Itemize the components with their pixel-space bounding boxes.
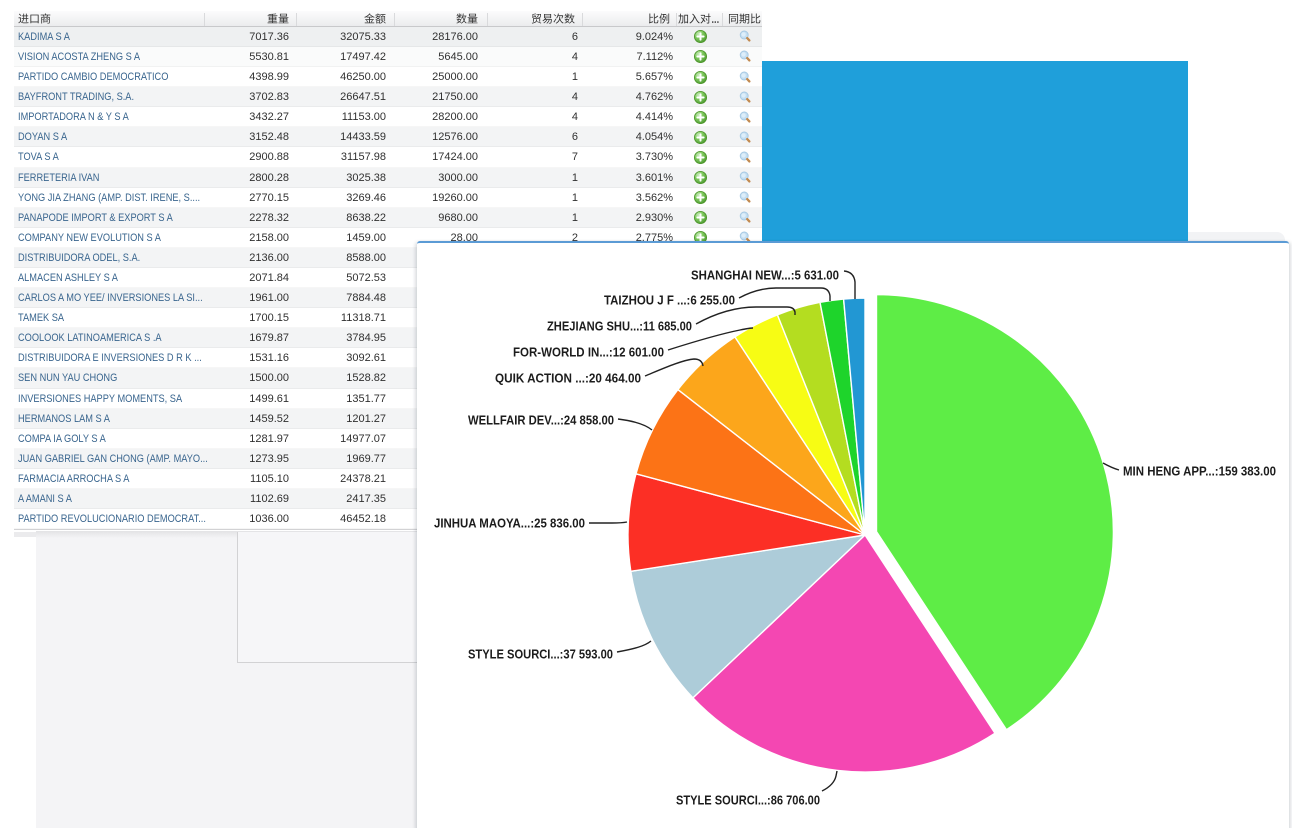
svg-text:SHANGHAI NEW...:5 631.00: SHANGHAI NEW...:5 631.00: [691, 269, 839, 283]
svg-text:JINHUA MAOYA...:25 836.00: JINHUA MAOYA...:25 836.00: [434, 517, 585, 531]
svg-text:WELLFAIR DEV...:24 858.00: WELLFAIR DEV...:24 858.00: [468, 414, 614, 428]
svg-text:TAIZHOU J F ...:6 255.00: TAIZHOU J F ...:6 255.00: [604, 294, 735, 308]
svg-text:MIN HENG APP...:159 383.00: MIN HENG APP...:159 383.00: [1123, 465, 1276, 479]
svg-text:ZHEJIANG SHU...:11 685.00: ZHEJIANG SHU...:11 685.00: [547, 320, 692, 334]
svg-text:STYLE SOURCI...:86 706.00: STYLE SOURCI...:86 706.00: [676, 794, 820, 808]
svg-text:FOR-WORLD IN...:12 601.00: FOR-WORLD IN...:12 601.00: [513, 346, 664, 360]
svg-text:QUIK ACTION ...:20 464.00: QUIK ACTION ...:20 464.00: [495, 372, 641, 386]
svg-text:STYLE SOURCI...:37 593.00: STYLE SOURCI...:37 593.00: [468, 648, 613, 662]
